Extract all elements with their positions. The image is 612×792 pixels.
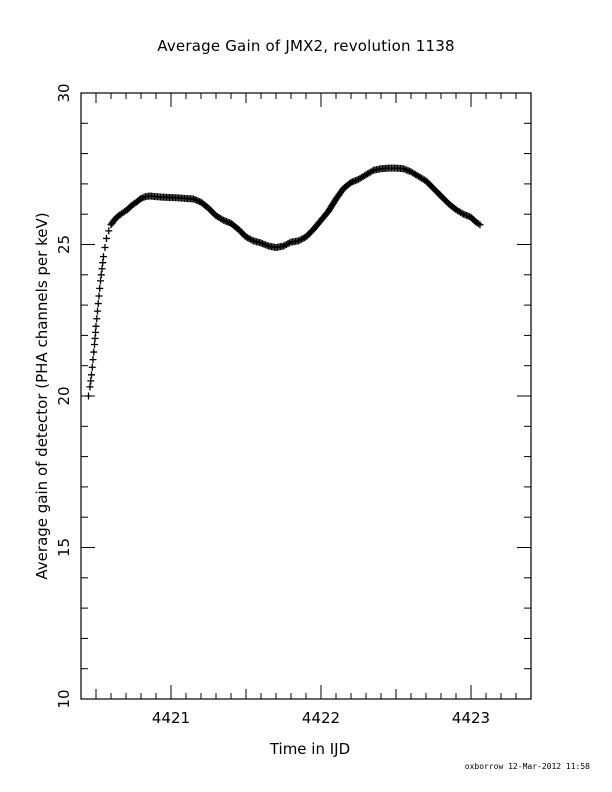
data-point bbox=[100, 253, 107, 261]
data-point bbox=[244, 234, 251, 242]
data-point bbox=[99, 259, 107, 267]
y-axis-ticks bbox=[81, 92, 531, 700]
data-series bbox=[85, 164, 484, 400]
data-point bbox=[94, 307, 101, 315]
data-point bbox=[284, 240, 292, 248]
data-point bbox=[280, 242, 287, 250]
data-point bbox=[458, 209, 466, 217]
x-tick-label: 4423 bbox=[452, 709, 490, 727]
data-point bbox=[96, 284, 104, 292]
data-point bbox=[103, 234, 110, 242]
plot-frame bbox=[80, 92, 532, 700]
data-point bbox=[95, 292, 103, 300]
data-point bbox=[90, 348, 98, 356]
data-point bbox=[476, 221, 484, 229]
x-tick-label: 4421 bbox=[152, 709, 190, 727]
data-point bbox=[248, 236, 256, 244]
data-point bbox=[91, 334, 99, 342]
data-point bbox=[105, 227, 113, 235]
data-point bbox=[247, 235, 254, 243]
data-point bbox=[245, 235, 253, 243]
data-point bbox=[97, 271, 105, 279]
data-point bbox=[101, 244, 109, 252]
data-point bbox=[299, 235, 307, 243]
footer-stamp: oxborrow 12-Mar-2012 11:58 bbox=[464, 762, 590, 771]
data-point bbox=[87, 377, 95, 385]
x-axis-label: Time in IJD bbox=[269, 740, 351, 758]
data-point bbox=[475, 220, 482, 228]
data-point bbox=[242, 233, 250, 241]
data-point bbox=[218, 215, 226, 223]
chart-title: Average Gain of JMX2, revolution 1138 bbox=[157, 37, 455, 55]
data-point bbox=[86, 383, 94, 391]
data-point bbox=[368, 167, 376, 175]
data-point bbox=[298, 235, 305, 243]
y-axis-tick-labels: 10 15 20 25 30 bbox=[55, 83, 73, 708]
data-point bbox=[89, 356, 97, 364]
y-tick-label: 15 bbox=[55, 538, 73, 557]
x-axis-tick-labels: 4421 4422 4423 bbox=[152, 709, 490, 727]
data-point bbox=[92, 328, 99, 336]
data-point bbox=[93, 315, 101, 323]
y-tick-label: 30 bbox=[55, 83, 73, 102]
x-tick-label: 4422 bbox=[302, 709, 340, 727]
y-tick-label: 20 bbox=[55, 386, 73, 405]
data-point bbox=[92, 322, 100, 330]
x-axis-ticks bbox=[80, 93, 532, 699]
data-point bbox=[94, 300, 102, 308]
data-point bbox=[88, 371, 95, 379]
y-axis-label: Average gain of detector (PHA channels p… bbox=[33, 212, 51, 579]
data-point bbox=[98, 265, 106, 273]
data-point bbox=[295, 237, 302, 245]
data-point bbox=[88, 363, 96, 371]
y-tick-label: 25 bbox=[55, 235, 73, 254]
y-tick-label: 10 bbox=[55, 689, 73, 708]
data-point bbox=[296, 236, 304, 244]
data-point bbox=[85, 392, 92, 400]
data-point bbox=[286, 239, 293, 247]
data-point bbox=[97, 277, 104, 285]
data-point bbox=[91, 340, 98, 348]
data-point bbox=[281, 241, 289, 249]
data-point bbox=[283, 240, 290, 248]
